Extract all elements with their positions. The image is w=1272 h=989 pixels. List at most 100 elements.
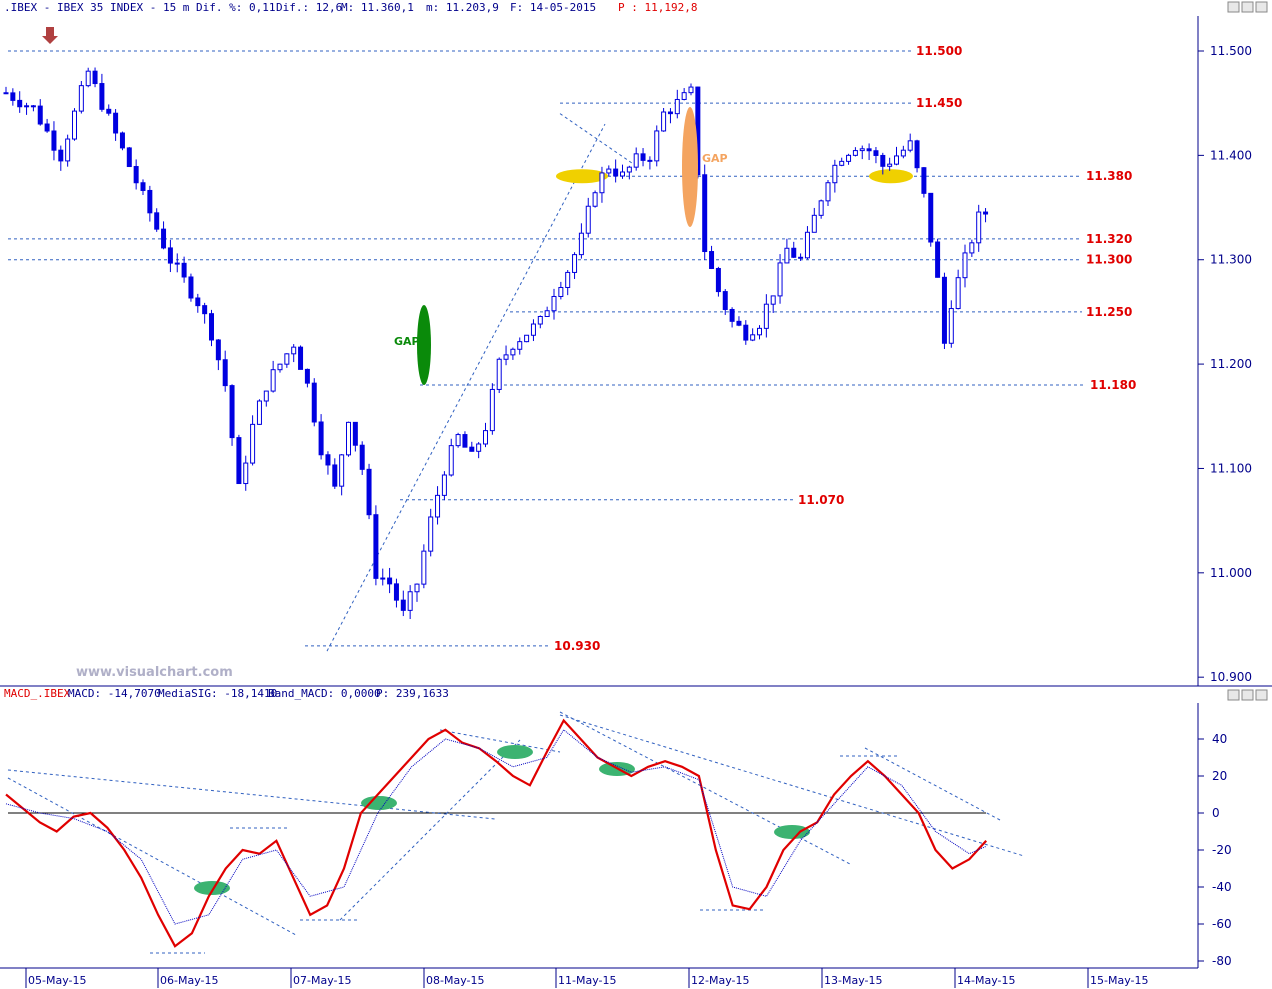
candle	[256, 399, 262, 425]
macd-trend-line	[439, 729, 561, 753]
candle-body	[414, 583, 420, 593]
candle-body	[167, 247, 173, 264]
candle-body	[428, 516, 434, 552]
candle-body	[558, 286, 564, 297]
macd-trend-line	[559, 714, 1025, 857]
candle	[798, 253, 804, 261]
candle-body	[804, 231, 810, 259]
candle-body	[243, 462, 249, 485]
macd-y-tick-label: -60	[1212, 917, 1232, 931]
candle	[620, 164, 625, 179]
watermark: www.visualchart.com	[76, 665, 233, 680]
macd-minimize-icon[interactable]	[1227, 689, 1240, 701]
candle-body	[941, 276, 947, 344]
candle	[736, 316, 742, 327]
candle-body	[654, 130, 660, 162]
candle	[195, 293, 201, 313]
candle-body	[30, 105, 36, 108]
header-max: M: 11.360,1	[341, 1, 414, 14]
macd-line	[5, 718, 988, 948]
candle	[599, 166, 605, 203]
candle	[757, 325, 762, 340]
macd-y-tick-label: 20	[1212, 769, 1227, 783]
candle	[318, 414, 324, 460]
candle-body	[37, 105, 43, 125]
candle	[209, 309, 214, 347]
candle	[167, 239, 173, 273]
candle-body	[599, 172, 605, 194]
candle-body	[606, 168, 612, 174]
candle	[332, 458, 338, 489]
minimize-icon[interactable]	[1227, 1, 1240, 13]
candle	[65, 134, 71, 167]
candle-body	[592, 192, 598, 207]
candle-body	[277, 363, 283, 371]
candle	[715, 266, 721, 297]
candle-body	[181, 262, 187, 278]
candle	[503, 345, 509, 366]
candle	[393, 578, 399, 608]
candle-body	[65, 138, 71, 162]
candle	[633, 147, 639, 171]
candle	[113, 109, 119, 141]
candle	[544, 306, 550, 317]
down-arrow-icon	[42, 27, 58, 44]
candle	[3, 86, 9, 95]
candle-body	[270, 369, 276, 392]
candle-body	[161, 228, 167, 249]
x-tick-label: 15-May-15	[1090, 974, 1148, 987]
macd-close-icon[interactable]	[1255, 689, 1268, 701]
macd-panel-window-buttons[interactable]	[1227, 689, 1268, 701]
candle-body	[72, 110, 77, 140]
maximize-icon[interactable]	[1241, 1, 1254, 13]
candle-body	[702, 174, 708, 253]
candle	[99, 73, 105, 112]
candle-body	[784, 247, 790, 264]
candle-body	[346, 421, 351, 456]
candle-body	[133, 166, 139, 184]
candle-body	[441, 474, 447, 496]
candle-body	[263, 390, 269, 402]
candle-body	[421, 550, 427, 585]
candle-body	[215, 339, 221, 361]
candle	[777, 254, 783, 304]
candle	[421, 544, 427, 589]
macd-p: P: 239,1633	[376, 687, 449, 700]
candle-body	[852, 150, 858, 156]
candle-body	[757, 327, 762, 336]
candle-body	[955, 277, 961, 310]
candle	[147, 185, 153, 222]
candle-body	[256, 400, 262, 425]
macd-maximize-icon[interactable]	[1241, 689, 1254, 701]
candle	[352, 421, 358, 452]
candle-body	[3, 92, 9, 95]
close-icon[interactable]	[1255, 1, 1268, 13]
candle-body	[921, 167, 927, 194]
macd-y-tick-label: -80	[1212, 954, 1232, 968]
candle-body	[174, 262, 180, 265]
candle-body	[400, 599, 406, 611]
candle	[784, 238, 790, 264]
candle-body	[469, 446, 475, 452]
level-label: 11.380	[1086, 169, 1132, 183]
price-header: .IBEX - IBEX 35 INDEX - 15 m Dif. %: 0,1…	[4, 1, 697, 14]
candle	[565, 270, 571, 296]
candle	[126, 146, 132, 168]
candle	[558, 281, 564, 300]
candle	[339, 454, 345, 496]
candle	[263, 390, 269, 407]
candle-body	[496, 358, 502, 390]
candle-body	[195, 297, 201, 307]
price-panel-window-buttons[interactable]	[1227, 1, 1268, 13]
candle-body	[154, 212, 160, 230]
macd-signal: MediaSIG: -18,1410	[158, 687, 277, 700]
candle-body	[85, 70, 91, 87]
candle	[510, 347, 516, 360]
candle	[948, 300, 954, 348]
candle	[729, 307, 735, 328]
candle	[366, 463, 372, 520]
candle-body	[250, 423, 256, 464]
macd-trend-line	[7, 769, 496, 820]
level-label: 11.180	[1090, 378, 1136, 392]
candle-body	[236, 437, 242, 485]
